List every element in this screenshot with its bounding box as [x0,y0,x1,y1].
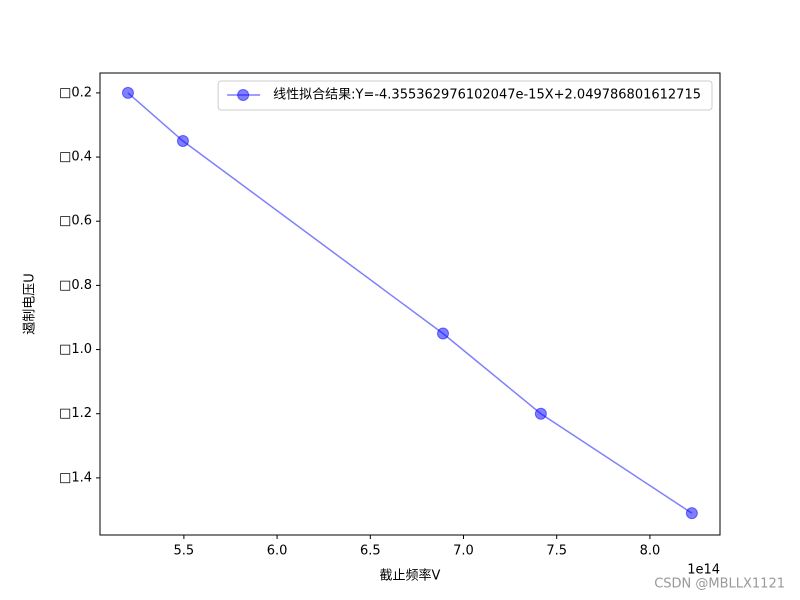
y-tick-label: □1.0 [59,342,92,357]
x-tick-label: 6.0 [267,544,288,559]
watermark: CSDN @MBLLX1121 [654,577,785,592]
y-tick-label: □1.4 [59,470,92,485]
y-tick-label: □0.4 [59,150,92,165]
x-tick-label: 5.5 [174,544,195,559]
data-point [121,86,134,99]
legend-box [217,80,713,111]
y-tick-label: □0.2 [59,85,92,100]
data-point [436,327,449,340]
y-tick-label: □0.8 [59,278,92,293]
x-axis-label: 截止频率V [380,568,441,584]
x-tick-label: 8.0 [640,544,661,559]
y-axis-label: 遏制电压U [23,273,38,335]
x-tick-label: 7.0 [453,544,474,559]
legend-label: 线性拟合结果:Y=-4.355362976102047e-15X+2.04978… [273,88,701,103]
y-tick-label: □1.2 [59,406,92,421]
plot-frame [99,72,721,536]
y-tick-label: □0.6 [59,214,92,229]
data-point [685,507,698,520]
x-tick-label: 6.5 [360,544,381,559]
data-point [534,407,547,420]
legend-marker [237,89,250,101]
x-offset-label: 1e14 [687,563,720,578]
data-point [176,135,189,148]
x-tick-label: 7.5 [546,544,567,559]
